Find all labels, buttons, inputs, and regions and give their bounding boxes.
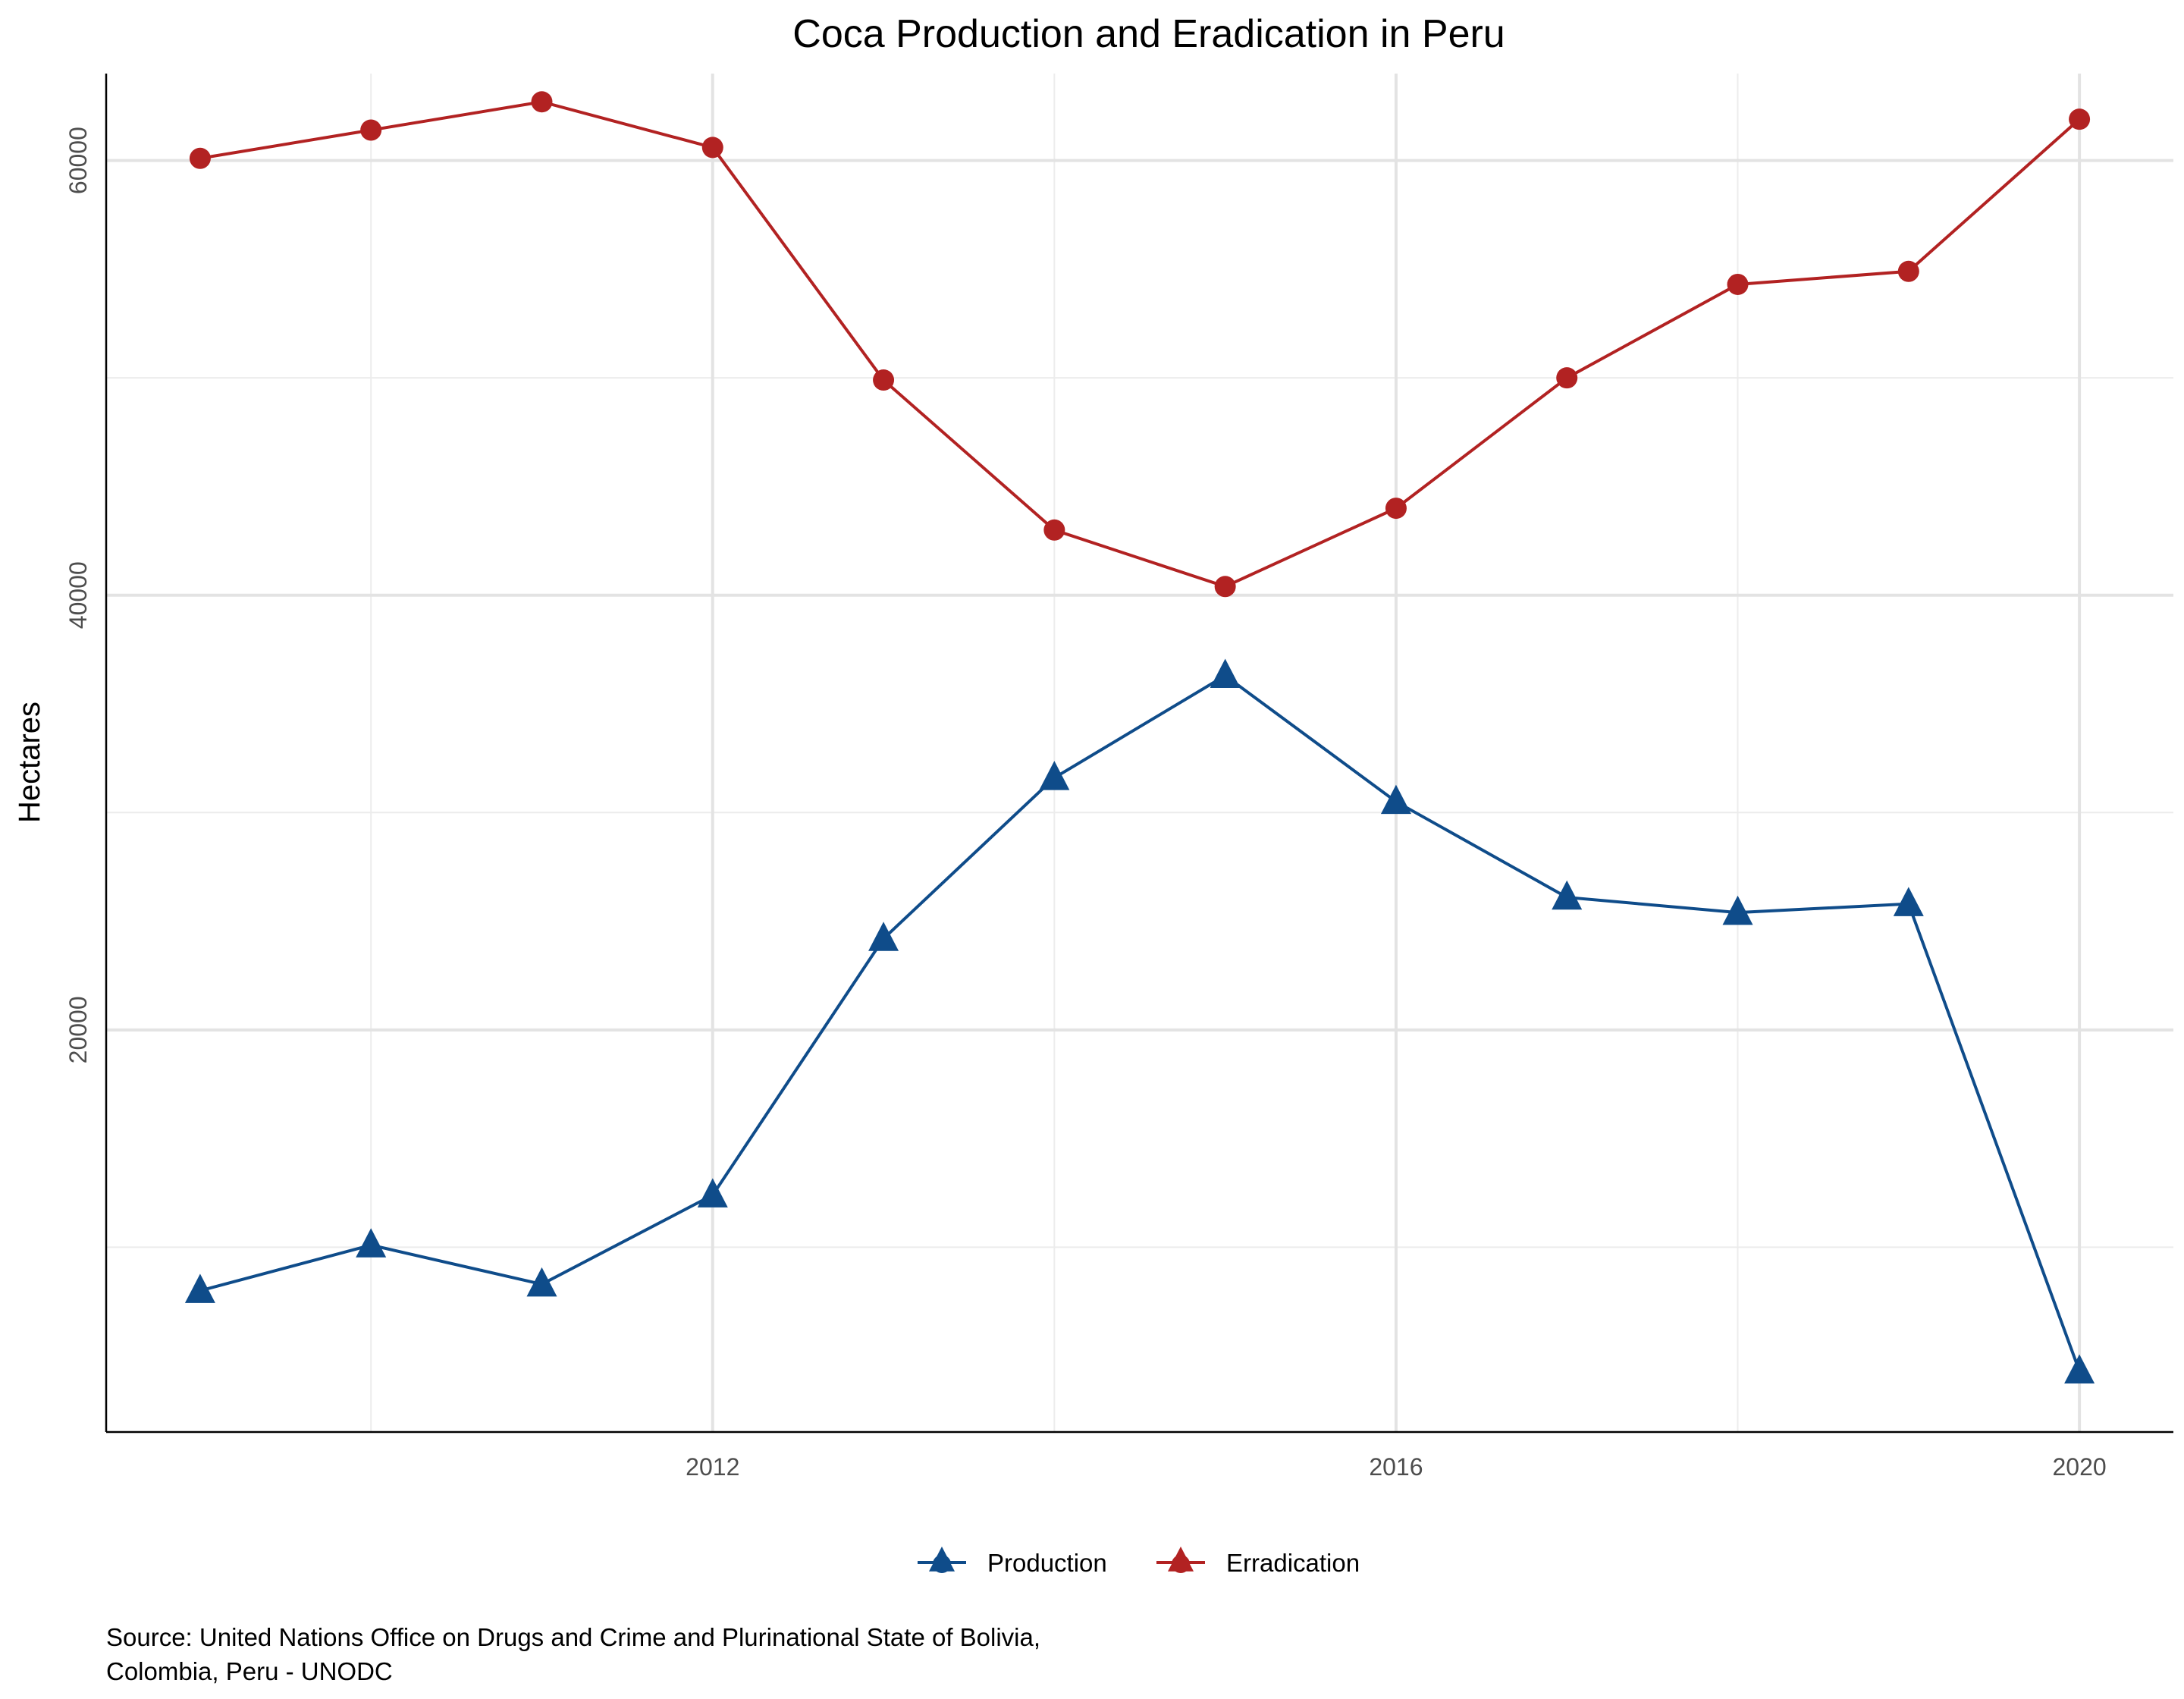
legend: Production Erradication [918, 1547, 1360, 1577]
series-line [199, 100, 2081, 589]
data-point [1556, 367, 1578, 389]
data-point [697, 1178, 728, 1208]
x-axis-ticks: 2012 2016 2020 [686, 1453, 2107, 1481]
y-axis-label: Hectares [13, 702, 46, 823]
caption-line-2: Colombia, Peru - UNODC [106, 1657, 393, 1685]
data-point [1893, 887, 1924, 916]
x-tick-label: 2012 [686, 1453, 739, 1481]
legend-triangle-marker [1168, 1547, 1194, 1572]
data-point [701, 137, 723, 159]
series-line [199, 674, 2081, 1372]
legend-item-production: Production [918, 1547, 1107, 1577]
y-tick-label: 60000 [64, 127, 92, 194]
y-axis-ticks: 20000 40000 60000 [64, 127, 92, 1063]
data-point [2064, 1354, 2095, 1383]
x-tick-label: 2016 [1369, 1453, 1423, 1481]
data-point [360, 119, 382, 141]
data-point [1897, 260, 1919, 282]
data-point [1380, 784, 1411, 815]
chart-title: Coca Production and Eradication in Peru [792, 12, 1505, 56]
data-point [356, 1228, 387, 1258]
legend-item-erradication: Erradication [1156, 1547, 1360, 1577]
data-point [873, 369, 895, 391]
data-point [1385, 498, 1407, 520]
data-point [1214, 576, 1236, 598]
data-point [531, 91, 553, 113]
data-point [526, 1267, 557, 1297]
series-production [184, 658, 2095, 1383]
x-tick-label: 2020 [2052, 1453, 2106, 1481]
data-point [1210, 658, 1241, 688]
series-layer [184, 91, 2095, 1383]
data-point [2069, 108, 2091, 130]
source-caption: Source: United Nations Office on Drugs a… [106, 1623, 1040, 1685]
y-tick-label: 20000 [64, 996, 92, 1063]
data-point [1039, 761, 1070, 790]
data-point [1727, 273, 1749, 295]
legend-label: Production [987, 1549, 1107, 1577]
series-erradication [189, 91, 2091, 598]
data-point [184, 1273, 215, 1303]
legend-label: Erradication [1226, 1549, 1360, 1577]
y-tick-label: 40000 [64, 561, 92, 629]
caption-line-1: Source: United Nations Office on Drugs a… [106, 1623, 1040, 1651]
axes [105, 74, 2173, 1434]
data-point [189, 147, 211, 169]
data-point [1043, 519, 1065, 541]
data-point [1722, 895, 1753, 925]
data-point [1552, 880, 1583, 910]
legend-triangle-marker [929, 1547, 955, 1572]
data-point [868, 922, 899, 951]
grid-lines [106, 74, 2173, 1432]
